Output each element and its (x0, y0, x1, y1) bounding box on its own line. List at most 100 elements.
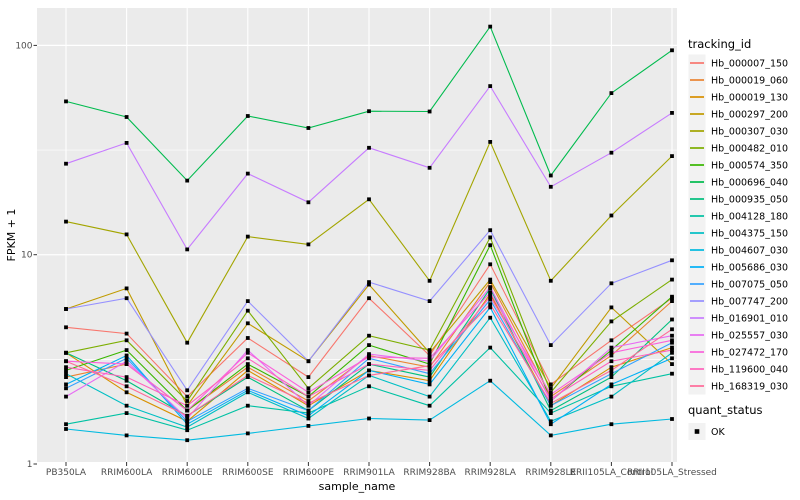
data-point (306, 416, 311, 421)
data-point (124, 411, 129, 415)
legend-item: Hb_000297_200 (688, 105, 788, 123)
x-tick-label: RRIM600PE (283, 468, 335, 478)
data-point (185, 340, 190, 345)
data-point (124, 378, 129, 383)
data-point (124, 375, 129, 379)
data-point (609, 348, 614, 352)
data-point (185, 416, 190, 421)
data-point (306, 359, 311, 364)
data-point (245, 368, 250, 373)
data-point (64, 99, 68, 104)
data-point (488, 294, 493, 299)
data-point (367, 333, 371, 338)
legend-item: Hb_025557_030 (688, 326, 788, 344)
data-point (185, 422, 190, 427)
legend-label: Hb_004375_150 (711, 228, 788, 239)
data-point (548, 419, 553, 424)
data-point (306, 424, 311, 428)
data-point (124, 403, 129, 408)
data-point (124, 296, 129, 301)
legend-item: Hb_007075_050 (688, 275, 788, 293)
data-point (367, 197, 371, 202)
data-point (488, 315, 493, 320)
legend: tracking_id Hb_000007_150Hb_000019_060Hb… (688, 37, 788, 440)
data-point (427, 348, 432, 352)
data-point (306, 403, 311, 408)
data-point (124, 359, 129, 364)
data-point (609, 375, 614, 379)
legend-label: Hb_000574_350 (711, 160, 788, 171)
legend-label: Hb_005686_030 (711, 262, 788, 273)
data-point (124, 331, 129, 336)
data-point (609, 422, 614, 427)
legend-label: Hb_000935_050 (711, 194, 788, 205)
legend-label: Hb_004607_030 (711, 245, 788, 256)
data-point (185, 403, 190, 408)
data-point (609, 371, 614, 376)
data-point (64, 382, 68, 387)
data-point (609, 319, 614, 324)
data-point (670, 333, 674, 338)
legend-label: Hb_007075_050 (711, 279, 788, 290)
data-point (245, 336, 250, 340)
data-point (609, 150, 614, 155)
data-point (367, 343, 371, 347)
data-point (548, 396, 553, 401)
data-point (306, 401, 311, 406)
data-point (64, 219, 68, 224)
legend-label: Hb_000007_150 (711, 58, 788, 69)
series-points (64, 24, 674, 443)
data-point (488, 297, 493, 302)
data-point (609, 281, 614, 286)
data-point (306, 200, 311, 205)
data-point (64, 325, 68, 330)
data-point (64, 427, 68, 431)
data-point (548, 184, 553, 189)
data-point (367, 355, 371, 359)
data-point (245, 234, 250, 239)
data-point (427, 368, 432, 373)
data-point (245, 373, 250, 378)
data-point (64, 161, 68, 166)
data-point (670, 277, 674, 282)
data-point (609, 350, 614, 355)
data-point (306, 386, 311, 391)
data-point (124, 338, 129, 343)
data-point (124, 433, 129, 438)
y-tick-label: 10 (21, 251, 33, 261)
data-point (427, 299, 432, 303)
data-point (670, 371, 674, 376)
data-point (427, 403, 432, 408)
data-point (488, 305, 493, 310)
x-tick-label: RRIM928LA (464, 468, 516, 478)
legend-title-quant-status: quant_status (688, 403, 763, 417)
data-point (245, 350, 250, 355)
data-point (124, 384, 129, 389)
data-point (488, 285, 493, 289)
data-point (488, 302, 493, 307)
data-point (670, 111, 674, 115)
data-point (670, 340, 674, 345)
data-point (488, 243, 493, 248)
data-point (427, 350, 432, 355)
legend-label: Hb_000297_200 (711, 109, 788, 120)
data-point (427, 375, 432, 379)
data-point (427, 278, 432, 283)
data-point (124, 232, 129, 237)
data-point (64, 386, 68, 391)
data-point (64, 307, 68, 311)
data-point (548, 411, 553, 415)
data-point (245, 114, 250, 118)
data-point (64, 375, 68, 379)
data-point (124, 348, 129, 352)
legend-quant-label: OK (711, 427, 725, 438)
data-point (306, 390, 311, 395)
x-tick-label: RRIM600SE (222, 468, 274, 478)
data-point (306, 408, 311, 413)
legend-label: Hb_027472_170 (711, 347, 788, 358)
legend-label: Hb_004128_180 (711, 211, 788, 222)
data-point (548, 392, 553, 397)
legend-item: Hb_000019_060 (688, 71, 788, 89)
data-point (245, 390, 250, 395)
